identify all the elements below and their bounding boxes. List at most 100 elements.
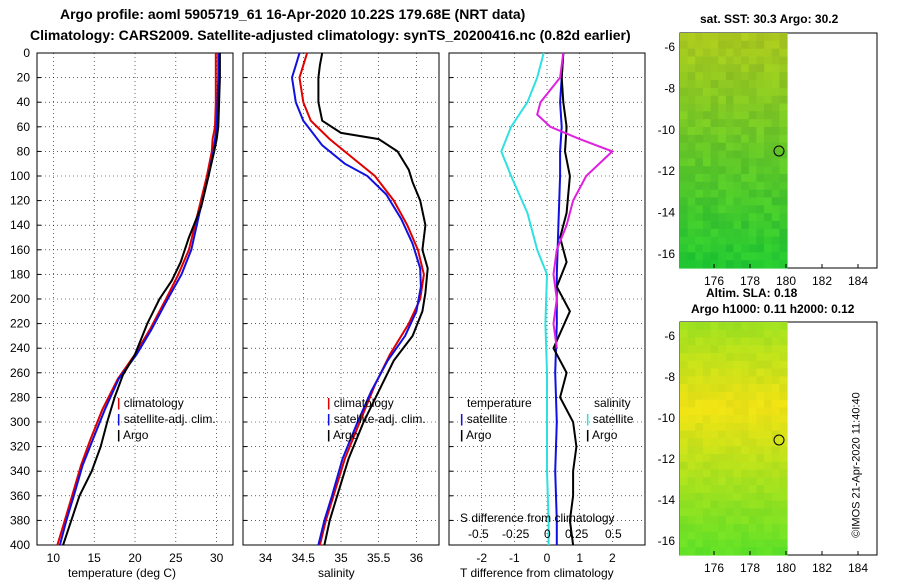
map-cell bbox=[741, 353, 750, 362]
map-cell bbox=[725, 64, 735, 73]
map-cell bbox=[687, 384, 696, 393]
map-cell bbox=[702, 322, 712, 331]
map-cell bbox=[764, 415, 773, 424]
map-cell bbox=[718, 477, 727, 486]
map-cell bbox=[756, 547, 765, 556]
x-tick-label: 30 bbox=[210, 551, 224, 565]
panel-0-content: 10 15 20 25 30 bbox=[37, 52, 233, 565]
map-cell bbox=[779, 469, 788, 478]
map-cell bbox=[710, 174, 719, 183]
map-cell bbox=[756, 492, 765, 502]
map-cell bbox=[771, 252, 780, 261]
map-cell bbox=[748, 181, 757, 191]
map-cell bbox=[710, 337, 719, 346]
map-cell bbox=[756, 260, 765, 269]
map-cell bbox=[695, 539, 704, 548]
map-cell bbox=[733, 228, 742, 238]
map-cell bbox=[733, 205, 742, 214]
map-cell bbox=[680, 500, 689, 509]
map-cell bbox=[725, 322, 735, 331]
map-cell bbox=[718, 33, 727, 42]
map-cell bbox=[764, 516, 773, 525]
map-cell bbox=[687, 252, 696, 261]
map-cell bbox=[748, 438, 757, 447]
map-cell bbox=[695, 228, 704, 238]
map-cell bbox=[756, 127, 765, 136]
map-cell bbox=[756, 189, 765, 199]
s-difference-axis-label: S difference from climatology bbox=[460, 511, 615, 525]
map-cell bbox=[725, 205, 735, 214]
map-cell bbox=[710, 252, 719, 261]
map-cell bbox=[733, 150, 742, 159]
map-cell bbox=[680, 150, 689, 159]
map-cell bbox=[718, 508, 727, 517]
map-cell bbox=[695, 181, 704, 191]
map-cell bbox=[725, 523, 735, 533]
map-cell bbox=[741, 33, 750, 42]
map-cell bbox=[680, 485, 689, 494]
map-cell bbox=[741, 345, 750, 354]
map-cell bbox=[748, 48, 757, 58]
map-cell bbox=[725, 189, 735, 199]
map-cell bbox=[741, 260, 750, 269]
map-cell bbox=[687, 56, 696, 65]
map-cell bbox=[680, 407, 689, 416]
map-cell bbox=[741, 213, 750, 222]
sst-map-title: sat. SST: 30.3 Argo: 30.2 bbox=[700, 12, 839, 26]
map-cell bbox=[695, 221, 704, 230]
map-cell bbox=[710, 236, 719, 246]
map-cell bbox=[710, 111, 719, 120]
map-cell bbox=[695, 399, 704, 409]
map-cell bbox=[680, 189, 689, 199]
map-cell bbox=[702, 119, 712, 128]
map-cell bbox=[702, 205, 712, 214]
map-cell bbox=[764, 56, 773, 65]
map-cell bbox=[733, 391, 742, 401]
map-lon-label: 184 bbox=[848, 561, 868, 575]
map-cell bbox=[733, 221, 742, 230]
map-cell bbox=[764, 142, 773, 152]
map-cell bbox=[702, 189, 712, 199]
map-cell bbox=[702, 454, 712, 463]
map-cell bbox=[764, 119, 773, 128]
map-cell bbox=[680, 181, 689, 191]
map-cell bbox=[733, 539, 742, 548]
map-cell bbox=[764, 64, 773, 73]
s-tick-2: -0.25 bbox=[502, 527, 530, 541]
depth-tick-label: 140 bbox=[10, 218, 30, 232]
map-cell bbox=[695, 33, 704, 42]
map-cell bbox=[741, 322, 750, 331]
map-cell bbox=[748, 508, 757, 517]
map-cell bbox=[725, 399, 735, 409]
map-cell bbox=[779, 516, 788, 525]
map-cell bbox=[680, 384, 689, 393]
map-cell bbox=[695, 95, 704, 105]
map-cell bbox=[771, 119, 780, 128]
map-cell bbox=[718, 56, 727, 65]
map-cell bbox=[741, 485, 750, 494]
map-cell bbox=[695, 454, 704, 463]
map-cell bbox=[718, 150, 727, 159]
map-cell bbox=[702, 56, 712, 65]
map-cell bbox=[771, 446, 780, 455]
map-cell bbox=[687, 454, 696, 463]
map-cell bbox=[718, 547, 727, 556]
map-cell bbox=[702, 407, 712, 416]
map-cell bbox=[725, 158, 735, 167]
x-tick-label: -2 bbox=[476, 551, 487, 565]
map-cell bbox=[771, 228, 780, 238]
map-cell bbox=[702, 166, 712, 175]
x-tick-label: 34 bbox=[259, 551, 273, 565]
map-cell bbox=[733, 252, 742, 261]
map-cell bbox=[756, 508, 765, 517]
depth-tick-label: 120 bbox=[10, 194, 30, 208]
sla-map-title-2: Argo h1000: 0.11 h2000: 0.12 bbox=[691, 302, 855, 316]
map-cell bbox=[695, 244, 704, 253]
map-cell bbox=[710, 134, 719, 144]
map-cell bbox=[680, 40, 689, 50]
map-cell bbox=[748, 174, 757, 183]
map-cell bbox=[741, 415, 750, 424]
map-cell bbox=[771, 181, 780, 191]
map-cell bbox=[748, 64, 757, 73]
map-cell bbox=[779, 236, 788, 246]
